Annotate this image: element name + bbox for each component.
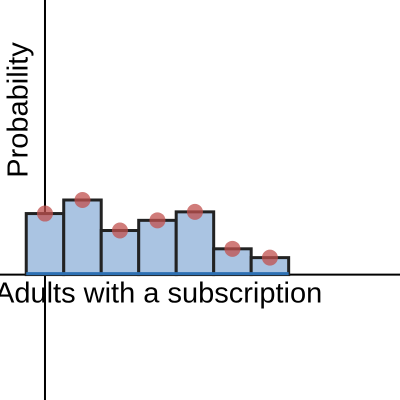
point xyxy=(36,205,53,222)
x-axis-label: Adults with a subscription xyxy=(0,278,322,310)
point xyxy=(261,249,278,266)
point xyxy=(74,192,91,208)
point xyxy=(224,240,241,257)
y-axis-label: Probability xyxy=(3,42,35,178)
bar xyxy=(62,198,103,277)
bar xyxy=(137,218,178,277)
point xyxy=(149,212,166,229)
point xyxy=(186,203,203,220)
bar xyxy=(174,210,216,277)
bar xyxy=(24,212,66,277)
point xyxy=(111,222,128,239)
